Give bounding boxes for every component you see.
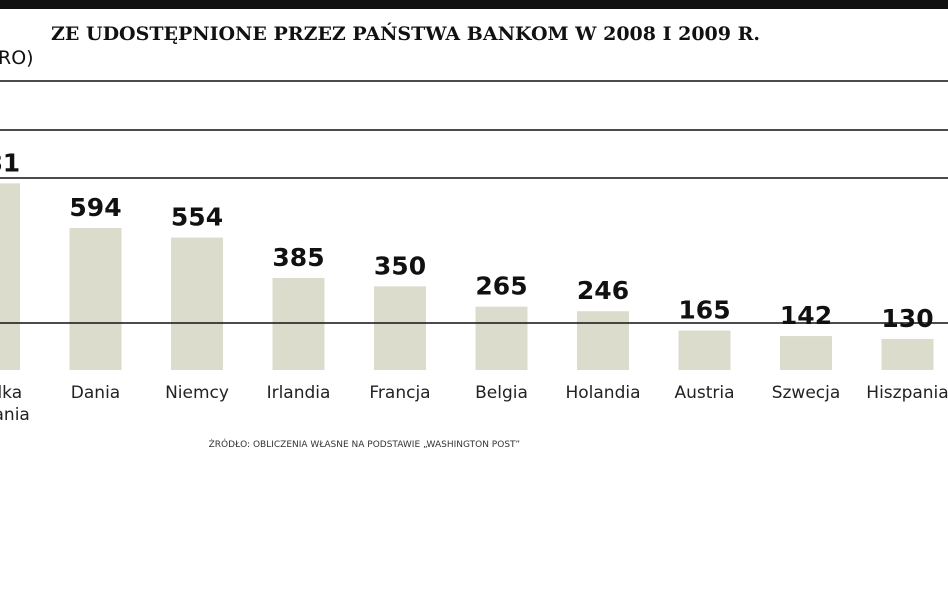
source: ŹRÓDŁO: OBLICZENIA WŁASNE NA PODSTAWIE „… <box>209 438 520 450</box>
bar <box>678 330 731 370</box>
x-tick-label: Irlandia <box>267 383 331 403</box>
value-label: 781 <box>0 148 20 177</box>
value-label: 130 <box>881 304 933 333</box>
x-tick-label: Francja <box>369 383 430 403</box>
value-label: 265 <box>475 272 527 301</box>
chart-subtitle: RO) <box>0 47 34 69</box>
bar <box>69 228 122 370</box>
x-tick-label: WielkaBrytania <box>0 383 30 425</box>
value-label: 554 <box>171 203 223 232</box>
x-tick-label: Szwecja <box>772 383 841 403</box>
x-tick-label: Hiszpania <box>866 383 948 403</box>
bar <box>475 306 528 370</box>
x-tick-label: Belgia <box>475 383 528 403</box>
bars: 781 WielkaBrytania 594 Dania 554 Niemcy 385 Irl… <box>0 148 948 425</box>
value-label: 246 <box>577 276 629 305</box>
value-label: 594 <box>69 193 121 222</box>
bar <box>881 338 934 370</box>
chart-title: ZE UDOSTĘPNIONE PRZEZ PAŃSTWA BANKOM W 2… <box>51 22 760 45</box>
value-label: 142 <box>780 301 832 330</box>
value-label: 350 <box>374 251 426 280</box>
value-label: 165 <box>678 296 730 325</box>
bar <box>272 277 325 370</box>
bar <box>171 237 223 370</box>
bar <box>374 286 426 370</box>
x-tick-label: Holandia <box>565 383 640 403</box>
bar <box>577 311 629 370</box>
top-band <box>0 0 948 9</box>
value-label: 385 <box>272 243 324 272</box>
x-tick-label: Niemcy <box>165 383 229 403</box>
x-tick-label: Austria <box>674 383 734 403</box>
bar <box>780 336 832 370</box>
x-tick-label: Dania <box>71 383 120 403</box>
bar <box>0 183 20 370</box>
